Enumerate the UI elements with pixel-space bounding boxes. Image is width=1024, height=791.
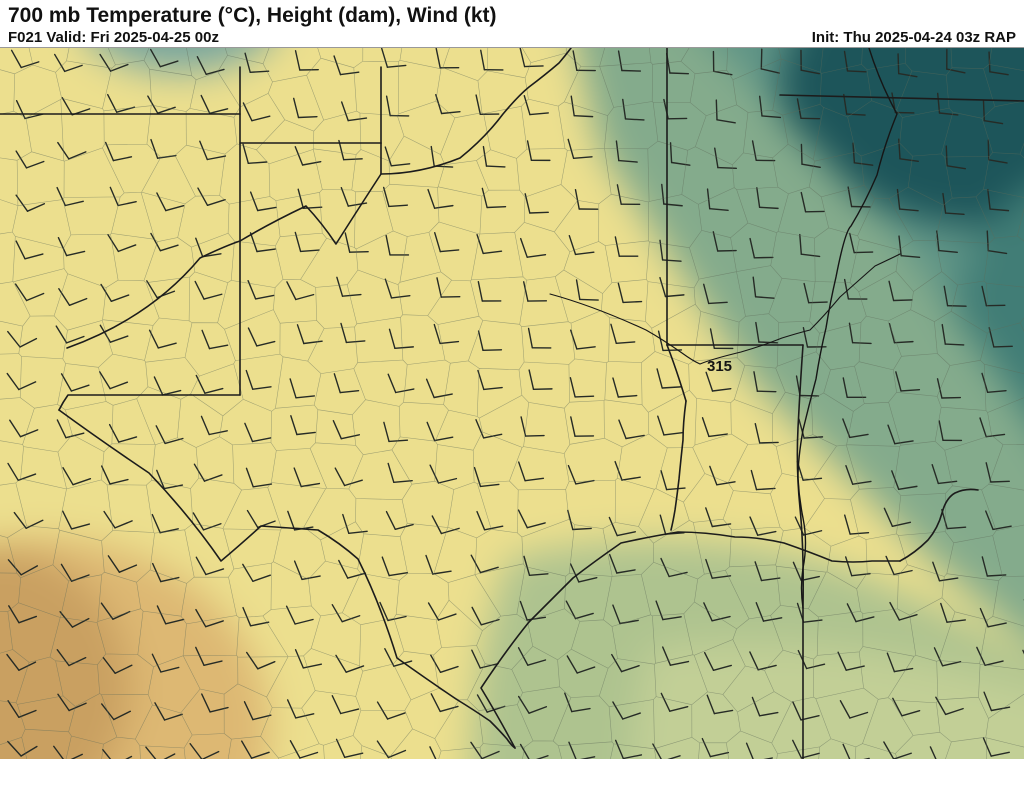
svg-text:315: 315 — [707, 358, 732, 375]
